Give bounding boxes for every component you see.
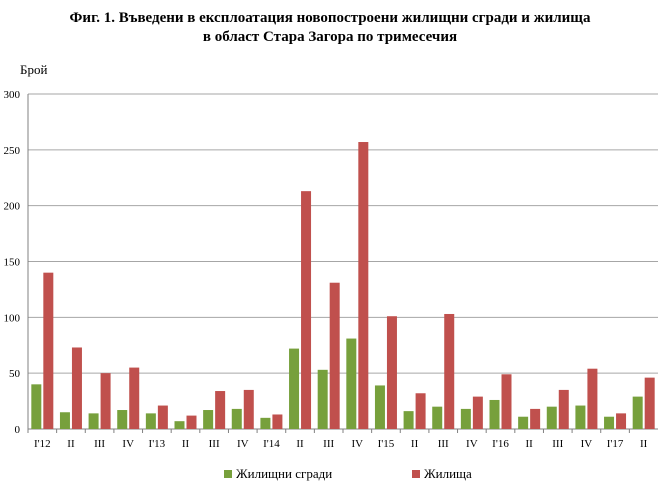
bar-buildings bbox=[289, 348, 300, 429]
bar-dwellings bbox=[301, 191, 312, 429]
bar-buildings bbox=[88, 413, 99, 429]
y-tick-label: 50 bbox=[9, 368, 21, 380]
bar-dwellings bbox=[616, 413, 627, 429]
y-tick-label: 100 bbox=[4, 312, 21, 324]
bar-dwellings bbox=[444, 313, 455, 429]
bar-buildings bbox=[403, 411, 414, 429]
bar-buildings bbox=[174, 421, 185, 429]
bar-buildings bbox=[518, 416, 529, 429]
bar-buildings bbox=[59, 412, 70, 429]
x-tick-label: II bbox=[411, 438, 419, 450]
bar-buildings bbox=[374, 385, 385, 429]
bar-dwellings bbox=[358, 142, 369, 429]
bar-dwellings bbox=[243, 389, 254, 429]
bar-dwellings bbox=[71, 347, 82, 429]
chart-title-line1: Фиг. 1. Въведени в експлоатация новопост… bbox=[69, 10, 591, 26]
x-tick-label: III bbox=[209, 438, 220, 450]
bar-dwellings bbox=[157, 405, 168, 429]
x-tick-label: II bbox=[182, 438, 190, 450]
chart-title-line2: в област Стара Загора по тримесечия bbox=[202, 29, 458, 45]
bar-dwellings bbox=[215, 391, 226, 429]
x-tick-label: I'15 bbox=[378, 438, 395, 450]
legend-label-dwellings: Жилища bbox=[424, 466, 472, 481]
bar-buildings bbox=[489, 399, 500, 429]
bar-dwellings bbox=[129, 367, 140, 429]
x-tick-label: I'12 bbox=[34, 438, 51, 450]
x-tick-label: II bbox=[525, 438, 533, 450]
x-tick-label: IV bbox=[581, 438, 593, 450]
bar-buildings bbox=[203, 410, 214, 429]
y-tick-label: 0 bbox=[15, 424, 21, 436]
y-tick-label: 200 bbox=[4, 201, 21, 213]
bar-dwellings bbox=[386, 316, 397, 429]
x-tick-label: I'14 bbox=[263, 438, 280, 450]
x-tick-label: III bbox=[94, 438, 105, 450]
legend-item-buildings: Жилищни сгради bbox=[224, 466, 332, 482]
y-tick-label: 150 bbox=[4, 257, 21, 269]
bar-dwellings bbox=[644, 377, 655, 429]
y-axis-label: Брой bbox=[20, 62, 48, 77]
bar-dwellings bbox=[43, 272, 54, 429]
x-tick-label: II bbox=[67, 438, 75, 450]
bar-dwellings bbox=[272, 414, 283, 429]
bar-buildings bbox=[346, 338, 357, 429]
bar-dwellings bbox=[329, 282, 340, 429]
legend-swatch-buildings bbox=[224, 470, 232, 478]
x-tick-label: IV bbox=[466, 438, 478, 450]
x-tick-label: III bbox=[323, 438, 334, 450]
x-tick-label: IV bbox=[352, 438, 364, 450]
bar-buildings bbox=[317, 369, 328, 429]
bar-buildings bbox=[145, 413, 156, 429]
bar-buildings bbox=[575, 405, 586, 429]
x-tick-label: III bbox=[438, 438, 449, 450]
x-tick-label: III bbox=[552, 438, 563, 450]
x-tick-label: IV bbox=[237, 438, 249, 450]
x-tick-label: IV bbox=[122, 438, 134, 450]
bar-buildings bbox=[31, 384, 42, 429]
legend-item-dwellings: Жилища bbox=[412, 466, 472, 482]
bar-buildings bbox=[432, 406, 443, 429]
bar-buildings bbox=[231, 408, 242, 429]
bar-buildings bbox=[604, 416, 615, 429]
bar-buildings bbox=[546, 406, 557, 429]
x-tick-label: I'17 bbox=[607, 438, 624, 450]
x-tick-label: I'13 bbox=[149, 438, 166, 450]
bar-dwellings bbox=[558, 389, 569, 429]
bar-dwellings bbox=[100, 373, 111, 429]
legend-swatch-dwellings bbox=[412, 470, 420, 478]
x-tick-label: I'16 bbox=[492, 438, 509, 450]
bar-dwellings bbox=[587, 368, 598, 429]
x-tick-label: II bbox=[640, 438, 648, 450]
y-tick-label: 250 bbox=[4, 145, 21, 157]
bar-dwellings bbox=[501, 374, 512, 429]
bar-dwellings bbox=[186, 415, 197, 429]
bar-buildings bbox=[260, 417, 271, 429]
bar-buildings bbox=[632, 396, 643, 429]
bar-buildings bbox=[117, 410, 128, 429]
legend-label-buildings: Жилищни сгради bbox=[236, 466, 333, 481]
y-tick-label: 300 bbox=[4, 89, 21, 101]
bar-dwellings bbox=[530, 408, 541, 429]
bar-dwellings bbox=[472, 396, 483, 429]
bar-dwellings bbox=[415, 393, 426, 429]
x-tick-label: II bbox=[296, 438, 304, 450]
bar-buildings bbox=[460, 408, 471, 429]
